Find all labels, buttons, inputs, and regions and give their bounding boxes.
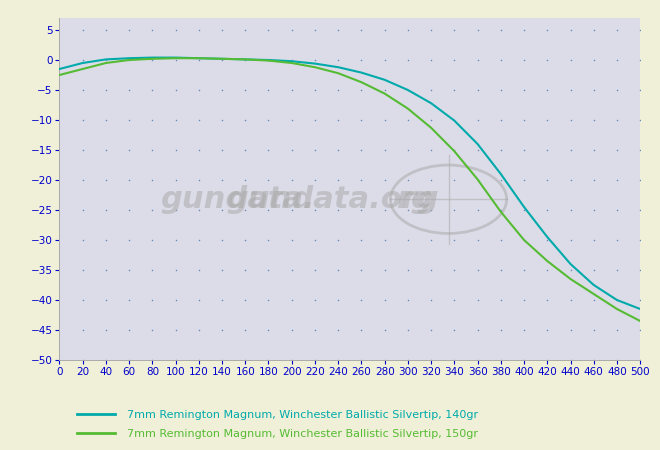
- Text: rg: rg: [396, 185, 433, 214]
- Text: gundata.org: gundata.org: [226, 185, 439, 214]
- Text: gundata.: gundata.: [160, 185, 315, 214]
- Legend: 7mm Remington Magnum, Winchester Ballistic Silvertip, 140gr, 7mm Remington Magnu: 7mm Remington Magnum, Winchester Ballist…: [77, 410, 478, 439]
